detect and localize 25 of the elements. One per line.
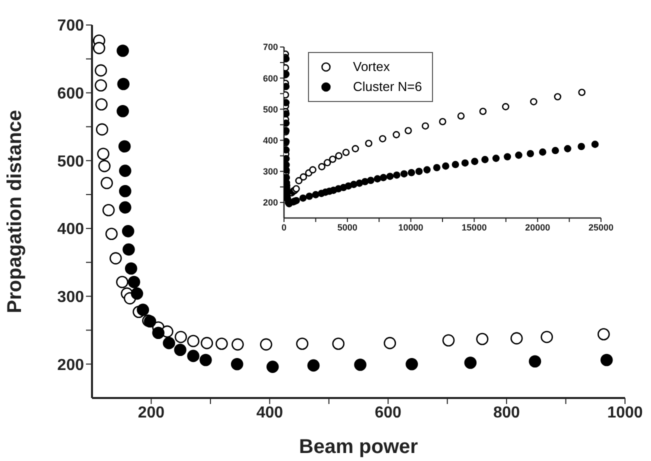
y-tick-label: 700 xyxy=(57,18,84,35)
legend-label: Vortex xyxy=(353,58,390,76)
x-tick-label: 800 xyxy=(493,404,520,422)
x-tick-label: 15000 xyxy=(462,222,487,232)
y-tick-label: 300 xyxy=(57,288,84,306)
y-tick-label: 500 xyxy=(262,104,278,114)
x-axis-title: Beam power xyxy=(299,436,418,458)
x-tick-label: 20000 xyxy=(525,222,550,232)
y-tick-label: 500 xyxy=(57,153,84,170)
y-tick-label: 600 xyxy=(57,86,84,102)
x-tick-label: 25000 xyxy=(588,222,614,232)
x-tick-label: 1000 xyxy=(607,404,643,422)
y-tick-label: 600 xyxy=(262,73,278,84)
y-tick-label: 300 xyxy=(262,166,278,177)
x-tick-label: 5000 xyxy=(337,222,358,232)
y-axis-title: Propagation distance xyxy=(4,110,26,314)
y-tick-label: 200 xyxy=(57,356,84,374)
x-tick-label: 600 xyxy=(374,404,402,422)
y-tick-label: 200 xyxy=(262,198,278,208)
legend-label: Cluster N=6 xyxy=(353,78,422,96)
x-tick-label: 0 xyxy=(281,222,287,232)
x-tick-label: 10000 xyxy=(398,222,424,232)
y-tick-label: 400 xyxy=(262,135,278,146)
y-tick-label: 700 xyxy=(262,42,278,52)
x-tick-label: 200 xyxy=(138,404,165,422)
